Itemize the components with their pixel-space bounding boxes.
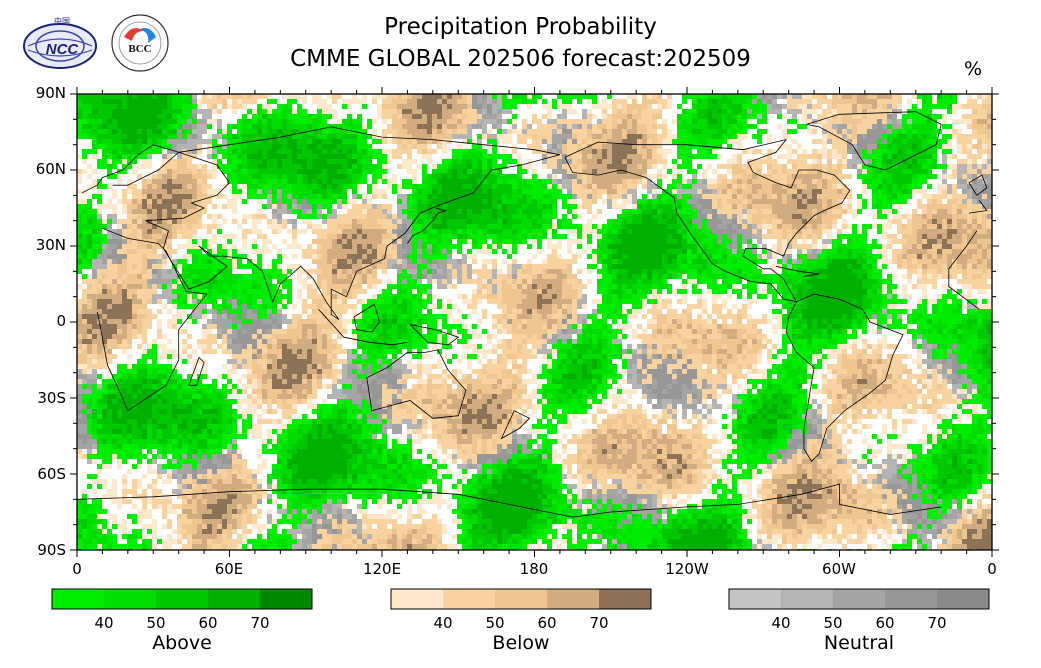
- lon-label-180: 180: [519, 560, 549, 578]
- coastline-segment: [785, 293, 904, 462]
- above-tick-70: 70: [250, 614, 270, 632]
- below-tick-60: 60: [537, 614, 557, 632]
- coastline-segment: [353, 303, 380, 333]
- below-colorbar-segment: [599, 589, 651, 609]
- map-subtitle: CMME GLOBAL 202506 forecast:202509: [290, 46, 751, 72]
- below-tick-40: 40: [433, 614, 453, 632]
- below-colorbar-segment: [547, 589, 599, 609]
- svg-text:中国: 中国: [54, 16, 70, 26]
- coastline-segment: [500, 410, 531, 440]
- bcc-logo-text: BCC: [128, 43, 151, 55]
- map-title: Precipitation Probability: [384, 14, 657, 40]
- lon-label-120e: 120E: [362, 560, 402, 578]
- above-colorbar-frame: [51, 588, 313, 610]
- neutral-label: Neutral: [823, 632, 895, 654]
- above-colorbar-segment: [156, 589, 208, 609]
- lat-label-0: 0: [56, 312, 66, 330]
- lat-label-30s: 30S: [37, 389, 66, 407]
- coastline-segment: [564, 138, 851, 303]
- neutral-tick-40: 40: [771, 614, 791, 632]
- probability-field: [77, 94, 992, 550]
- above-tick-60: 60: [198, 614, 218, 632]
- lon-label-60e: 60E: [214, 560, 244, 578]
- above-label: Above: [152, 632, 212, 654]
- neutral-colorbar-segment: [781, 589, 833, 609]
- neutral-tick-60: 60: [875, 614, 895, 632]
- axis-ticks: [70, 87, 999, 557]
- lat-label-60n: 60N: [35, 160, 66, 178]
- lon-label-60w: 60W: [822, 560, 856, 578]
- lon-label-0-east: 0: [987, 560, 997, 578]
- above-colorbar-segment: [208, 589, 260, 609]
- coastline-segment: [806, 111, 942, 171]
- coastline-segment: [968, 174, 988, 196]
- coastline-segment: [409, 324, 460, 346]
- below-label: Below: [492, 632, 550, 654]
- above-colorbar-segment: [52, 589, 104, 609]
- neutral-colorbar-segment: [937, 589, 989, 609]
- coastline-segment: [407, 207, 447, 244]
- coastline-segment: [775, 265, 820, 277]
- below-tick-50: 50: [485, 614, 505, 632]
- neutral-colorbar-segment: [885, 589, 937, 609]
- neutral-tick-50: 50: [823, 614, 843, 632]
- lat-label-90n: 90N: [35, 84, 66, 102]
- coastline-segment: [81, 144, 988, 214]
- unit-label: %: [964, 58, 983, 80]
- above-colorbar-segment: [104, 589, 156, 609]
- below-colorbar-segment: [391, 589, 443, 609]
- ncc-logo-text: NCC: [46, 41, 80, 58]
- coastline-segment: [318, 309, 408, 346]
- neutral-colorbar-segment: [729, 589, 781, 609]
- neutral-colorbar-frame: [728, 588, 990, 610]
- coastline-segment: [188, 356, 205, 386]
- bcc-logo: BCC: [111, 14, 169, 72]
- lon-label-120w: 120W: [665, 560, 709, 578]
- coastline-segment: [76, 483, 942, 518]
- below-colorbar-segment: [443, 589, 495, 609]
- lat-label-30n: 30N: [35, 236, 66, 254]
- coastline-segment: [145, 126, 561, 320]
- neutral-tick-70: 70: [927, 614, 947, 632]
- neutral-colorbar-segment: [833, 589, 885, 609]
- lat-label-60s: 60S: [37, 465, 66, 483]
- above-tick-40: 40: [94, 614, 114, 632]
- below-tick-70: 70: [589, 614, 609, 632]
- above-colorbar-segment: [260, 589, 312, 609]
- below-colorbar-frame: [390, 588, 652, 610]
- coastlines: [76, 111, 988, 518]
- ncc-logo: NCC 中国: [23, 16, 97, 69]
- coastline-segment: [366, 349, 467, 419]
- coastline-segment: [96, 227, 980, 412]
- lat-label-90s: 90S: [37, 541, 66, 559]
- lon-label-0: 0: [72, 560, 82, 578]
- below-colorbar-segment: [495, 589, 547, 609]
- above-tick-50: 50: [146, 614, 166, 632]
